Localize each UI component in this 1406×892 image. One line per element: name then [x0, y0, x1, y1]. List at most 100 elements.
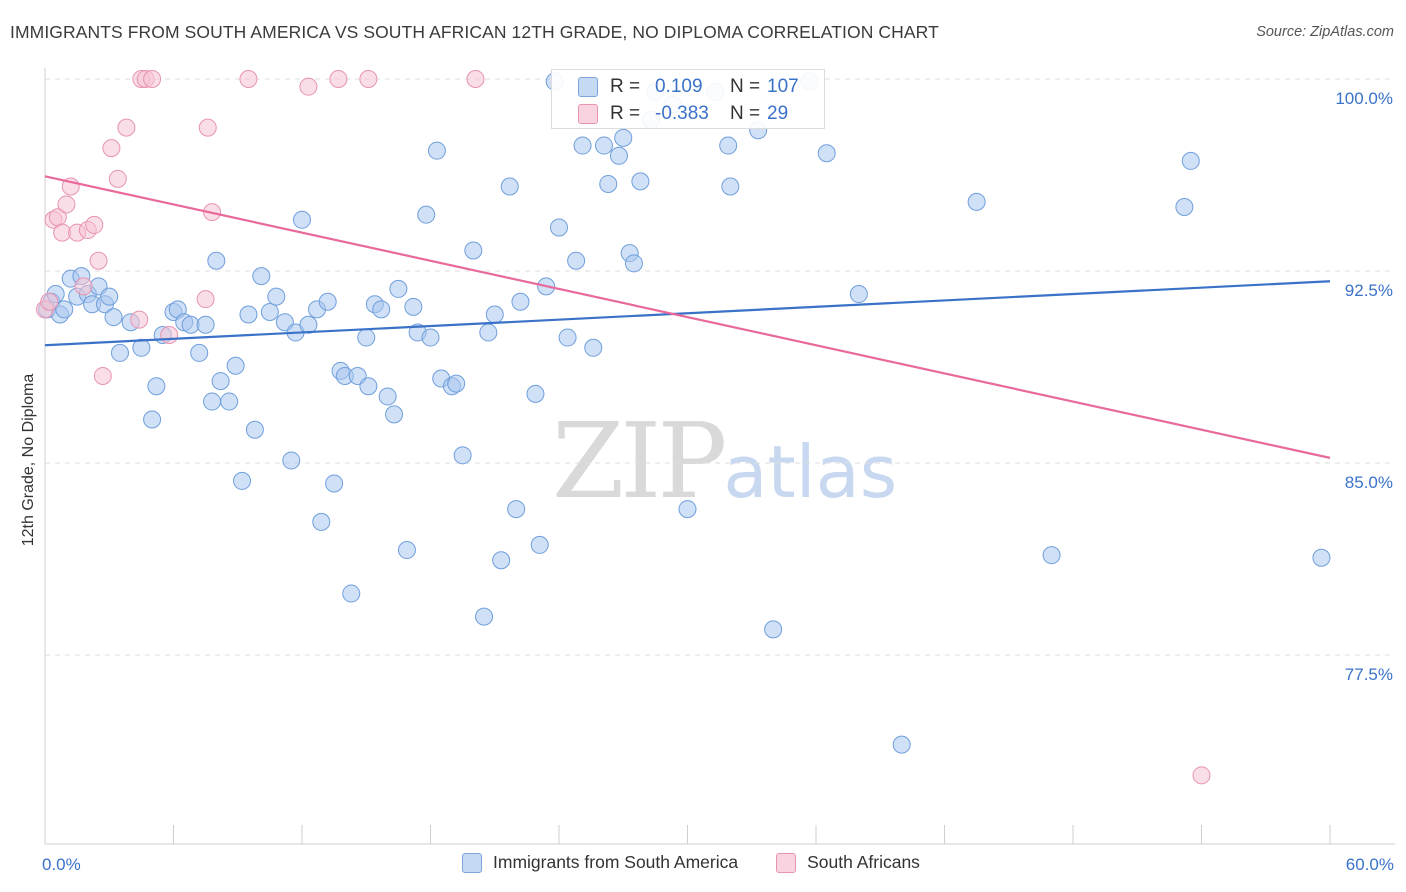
data-point-immigrants: [764, 620, 783, 639]
data-point-south-africans: [108, 169, 127, 188]
data-point-south-africans: [130, 310, 149, 329]
legend-item-south-africans[interactable]: South Africans: [776, 852, 920, 873]
data-point-south-africans: [102, 139, 121, 158]
data-point-immigrants: [252, 267, 271, 286]
y-tick-label: 100.0%: [1335, 89, 1393, 108]
data-point-immigrants: [359, 377, 378, 396]
watermark-atlas: atlas: [723, 430, 898, 514]
trend-line-immigrants: [44, 280, 1331, 347]
stats-swatch-blue: [578, 77, 598, 97]
data-point-immigrants: [609, 146, 628, 165]
data-point-immigrants: [147, 377, 166, 396]
data-point-south-africans: [89, 251, 108, 270]
data-point-immigrants: [511, 292, 530, 311]
data-point-immigrants: [239, 305, 258, 324]
data-point-immigrants: [143, 410, 162, 429]
legend-label: South Africans: [807, 852, 920, 872]
watermark-zip: ZIP: [552, 400, 727, 522]
data-point-immigrants: [404, 297, 423, 316]
data-point-south-africans: [1192, 766, 1211, 785]
stats-box: R = 0.109 N = 107 R = -0.383 N = 29: [551, 69, 825, 129]
trend-lines: [44, 175, 1331, 459]
data-point-south-africans: [329, 70, 348, 88]
data-point-immigrants: [1175, 198, 1194, 216]
data-point-immigrants: [485, 305, 504, 324]
data-point-immigrants: [100, 287, 119, 306]
data-point-immigrants: [260, 302, 279, 321]
data-point-south-africans: [93, 366, 112, 385]
data-point-south-africans: [196, 290, 215, 309]
data-point-south-africans: [53, 223, 72, 242]
data-point-immigrants: [526, 384, 545, 403]
data-point-immigrants: [421, 328, 440, 347]
y-tick-labels: 100.0% 92.5% 85.0% 77.5%: [1335, 89, 1393, 684]
series-immigrants-points: [38, 72, 1331, 754]
stats-r-label: R =: [610, 76, 641, 97]
data-point-immigrants: [719, 136, 738, 155]
data-point-immigrants: [226, 356, 245, 375]
legend: Immigrants from South America South Afri…: [462, 852, 958, 873]
data-point-immigrants: [849, 285, 868, 304]
data-point-south-africans: [74, 277, 93, 296]
data-point-immigrants: [507, 500, 526, 519]
data-point-immigrants: [267, 287, 286, 306]
data-point-south-africans: [117, 118, 136, 137]
data-point-immigrants: [594, 136, 613, 155]
data-point-immigrants: [479, 323, 498, 342]
stats-row-blue: R = 0.109 N = 107: [552, 74, 824, 100]
data-point-immigrants: [325, 474, 344, 493]
data-point-immigrants: [132, 338, 151, 357]
data-point-immigrants: [389, 279, 408, 298]
data-point-immigrants: [417, 205, 436, 224]
stats-swatch-pink: [578, 104, 598, 124]
data-point-immigrants: [967, 192, 986, 211]
data-point-south-africans: [466, 70, 485, 88]
data-point-immigrants: [299, 315, 318, 334]
data-point-immigrants: [293, 210, 311, 229]
stats-n-value: 107: [767, 76, 799, 97]
data-point-immigrants: [203, 392, 222, 411]
data-point-immigrants: [110, 343, 129, 362]
data-point-immigrants: [475, 607, 494, 626]
data-point-immigrants: [342, 584, 361, 603]
data-point-south-africans: [57, 195, 76, 214]
axes: [44, 68, 1395, 845]
y-tick-label: 92.5%: [1345, 281, 1393, 300]
legend-swatch-pink: [776, 852, 797, 873]
data-point-immigrants: [599, 174, 618, 193]
y-tick-label: 77.5%: [1345, 665, 1393, 684]
data-point-immigrants: [550, 218, 568, 237]
data-point-immigrants: [104, 308, 123, 327]
data-point-immigrants: [207, 251, 226, 270]
data-point-south-africans: [239, 70, 258, 88]
stats-r-value: -0.383: [655, 103, 709, 124]
data-point-immigrants: [624, 254, 643, 273]
data-point-immigrants: [492, 551, 511, 570]
data-point-immigrants: [372, 300, 391, 319]
data-point-immigrants: [573, 136, 592, 155]
series-south-africans-points: [36, 70, 1211, 785]
watermark: ZIPatlas: [552, 400, 897, 522]
legend-item-immigrants[interactable]: Immigrants from South America: [462, 852, 738, 873]
data-point-immigrants: [220, 392, 239, 411]
data-point-immigrants: [817, 144, 836, 163]
data-point-immigrants: [464, 241, 483, 260]
data-point-immigrants: [196, 315, 215, 334]
x-tick-label: 60.0%: [1346, 855, 1394, 874]
stats-r-value: 0.109: [655, 76, 703, 97]
data-point-immigrants: [1312, 548, 1331, 567]
data-point-immigrants: [721, 177, 740, 196]
y-tick-label: 85.0%: [1345, 473, 1393, 492]
data-point-immigrants: [357, 328, 376, 347]
data-point-immigrants: [1181, 151, 1200, 170]
source-label: Source: ZipAtlas.com: [1256, 24, 1394, 40]
data-point-immigrants: [55, 300, 74, 319]
data-point-immigrants: [190, 343, 209, 362]
data-point-immigrants: [567, 251, 586, 270]
data-point-south-africans: [40, 292, 59, 311]
data-point-immigrants: [678, 500, 697, 519]
data-point-immigrants: [233, 471, 252, 490]
x-tick-labels: 0.0% 60.0%: [42, 855, 1394, 874]
data-point-immigrants: [378, 387, 397, 406]
data-point-immigrants: [447, 374, 466, 393]
